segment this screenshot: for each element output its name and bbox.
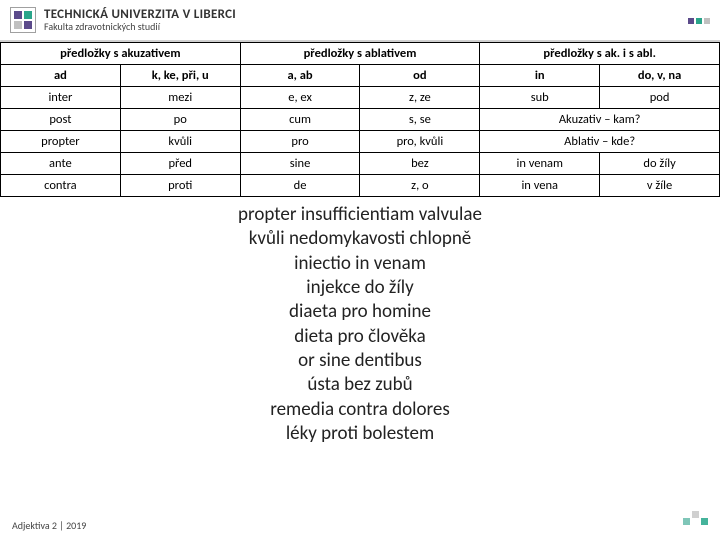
logo-icon (10, 7, 36, 33)
table-row: ante před sine bez in venam do žíly (1, 153, 720, 175)
line: iniectio in venam (294, 252, 426, 276)
line: remedia contra dolores (270, 398, 450, 422)
faculty-name: Fakulta zdravotnických studií (44, 22, 236, 33)
line: injekce do žíly (306, 276, 413, 300)
table-row: inter mezi e, ex z, ze sub pod (1, 87, 720, 109)
th-akuzativ: předložky s akuzativem (1, 43, 241, 65)
corner-deco-icon (686, 10, 710, 29)
header-bar: TECHNICKÁ UNIVERZITA V LIBERCI Fakulta z… (0, 0, 720, 42)
prepositions-table: předložky s akuzativem předložky s ablat… (0, 42, 720, 197)
university-title-block: TECHNICKÁ UNIVERZITA V LIBERCI Fakulta z… (44, 8, 236, 32)
table-row: contra proti de z, o in vena v žíle (1, 175, 720, 197)
slide: TECHNICKÁ UNIVERZITA V LIBERCI Fakulta z… (0, 0, 720, 540)
table-body: ad k, ke, při, u a, ab od in do, v, na i… (1, 65, 720, 197)
line: diaeta pro homine (289, 300, 431, 324)
table-row: propter kvůli pro pro, kvůli Ablativ – k… (1, 131, 720, 153)
line: kvůli nedomykavosti chlopně (249, 227, 472, 251)
table-row: post po cum s, se Akuzativ – kam? (1, 109, 720, 131)
line: propter insufficientiam valvulae (238, 203, 482, 227)
example-lines: propter insufficientiam valvulae kvůli n… (0, 197, 720, 540)
footer-text: Adjektiva 2 | 2019 (12, 519, 86, 532)
line: or sine dentibus (298, 349, 422, 373)
table-row: ad k, ke, při, u a, ab od in do, v, na (1, 65, 720, 87)
footer-deco-icon (681, 511, 708, 530)
line: ústa bez zubů (307, 373, 412, 397)
th-both: předložky s ak. i s abl. (480, 43, 720, 65)
line: léky proti bolestem (286, 422, 434, 446)
th-ablativ: předložky s ablativem (240, 43, 480, 65)
line: dieta pro člověka (294, 325, 425, 349)
